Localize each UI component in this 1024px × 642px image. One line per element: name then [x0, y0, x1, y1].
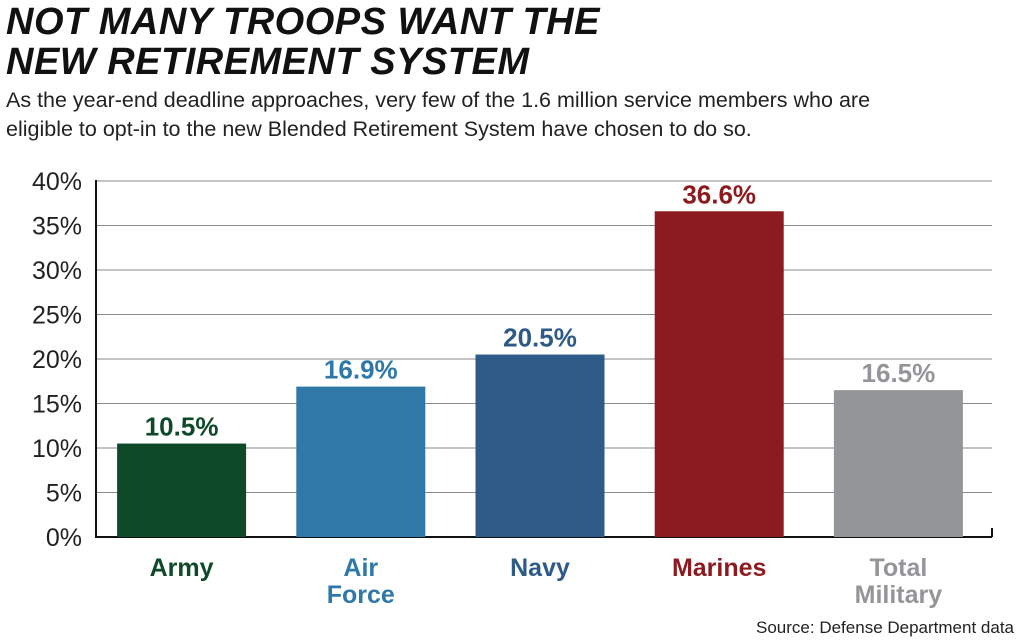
bar-value-label: 16.9%: [324, 355, 398, 385]
chart-subtitle-line: As the year-end deadline approaches, ver…: [6, 88, 871, 112]
y-tick-label: 0%: [46, 524, 82, 552]
y-tick-label: 30%: [32, 257, 82, 285]
bar-value-label: 20.5%: [503, 323, 577, 353]
y-tick-label: 10%: [32, 435, 82, 463]
chart-subtitle: As the year-end deadline approaches, ver…: [6, 86, 1016, 144]
bar: [833, 390, 963, 537]
bar: [654, 211, 784, 537]
chart-title: NOT MANY TROOPS WANT THE NEW RETIREMENT …: [6, 2, 1016, 82]
chart-subtitle-line: eligible to opt-in to the new Blended Re…: [6, 117, 752, 141]
category-label: Navy: [510, 554, 570, 582]
bar: [117, 443, 247, 537]
chart-title-line: NEW RETIREMENT SYSTEM: [6, 41, 530, 83]
bar: [296, 386, 426, 537]
category-label: Army: [150, 554, 214, 582]
y-tick-label: 5%: [46, 480, 82, 508]
chart-title-line: NOT MANY TROOPS WANT THE: [6, 1, 600, 43]
y-tick-label: 35%: [32, 213, 82, 241]
bar: [475, 354, 605, 537]
bar-value-label: 10.5%: [145, 412, 219, 442]
y-tick-label: 15%: [32, 391, 82, 419]
category-label: Air: [343, 554, 378, 582]
category-label: Force: [327, 581, 395, 609]
source-note: Source: Defense Department data: [756, 618, 1014, 637]
y-tick-label: 20%: [32, 346, 82, 374]
category-label: Marines: [672, 554, 766, 582]
y-tick-label: 25%: [32, 302, 82, 330]
bar-value-label: 16.5%: [862, 358, 936, 388]
y-tick-label: 40%: [32, 168, 82, 196]
category-label: Military: [855, 581, 943, 609]
bar-value-label: 36.6%: [682, 179, 756, 209]
category-label: Total: [869, 554, 927, 582]
